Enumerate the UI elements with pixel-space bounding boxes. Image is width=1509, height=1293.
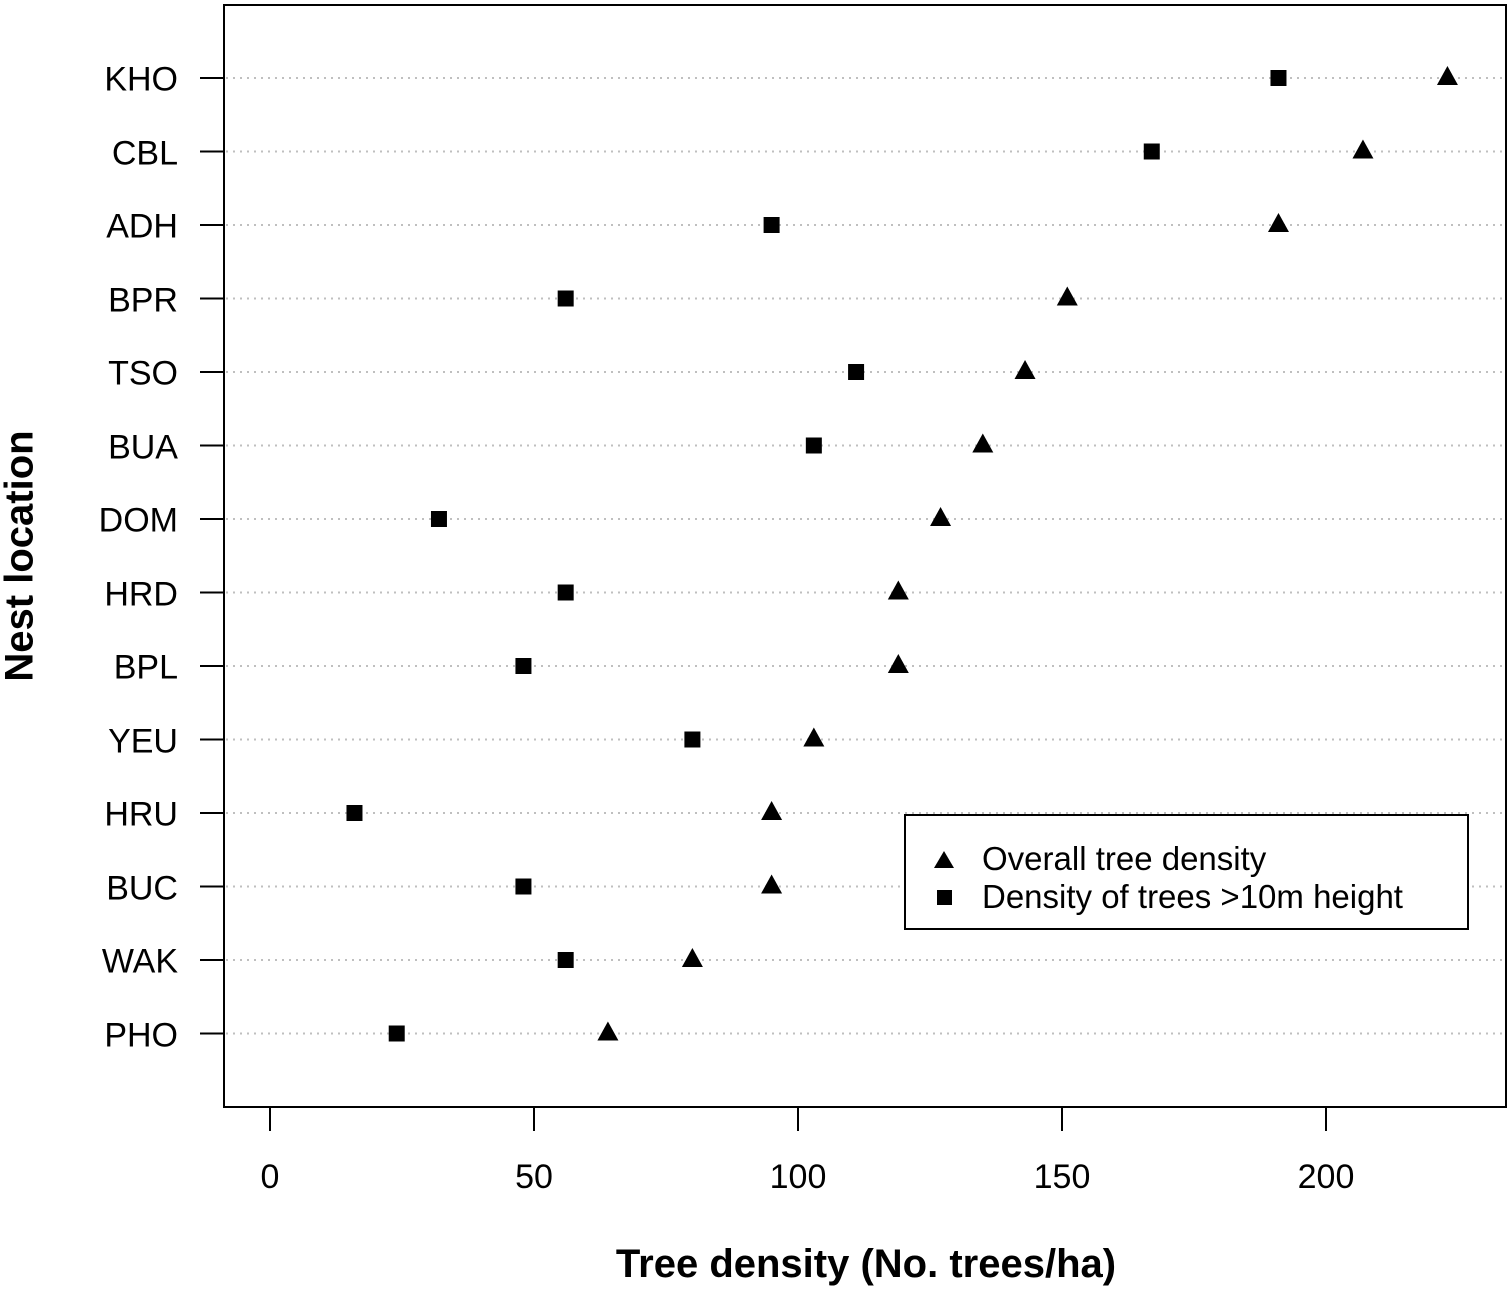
gridlines bbox=[226, 77, 1504, 1035]
square-marker-icon bbox=[763, 217, 780, 233]
triangle-marker-icon bbox=[1267, 213, 1289, 232]
triangle-marker-icon bbox=[1056, 286, 1078, 306]
plot-frame bbox=[223, 4, 1507, 1108]
triangle-marker-icon bbox=[1436, 66, 1458, 85]
triangle-marker-icon bbox=[597, 1021, 619, 1041]
triangle-marker-icon bbox=[803, 727, 825, 747]
triangle-marker-icon bbox=[761, 874, 783, 894]
square-marker-icon bbox=[515, 658, 532, 674]
x-axis-ticks bbox=[269, 1107, 1327, 1131]
square-marker-icon bbox=[515, 878, 532, 895]
triangle-marker-icon bbox=[887, 654, 909, 673]
square-marker-icon bbox=[848, 364, 865, 380]
square-marker-icon bbox=[1270, 70, 1287, 86]
triangle-marker-icon bbox=[1352, 139, 1374, 159]
triangle-marker-icon bbox=[761, 801, 783, 820]
square-marker-icon bbox=[1143, 143, 1160, 160]
square-marker-icon bbox=[805, 437, 822, 454]
square-marker-icon bbox=[557, 584, 574, 601]
square-marker-icon bbox=[684, 731, 701, 748]
square-marker-icon bbox=[557, 952, 574, 968]
y-axis-ticks bbox=[200, 77, 224, 1035]
square-marker-icon bbox=[388, 1025, 405, 1042]
triangle-marker-icon bbox=[972, 433, 994, 453]
square-marker-icon bbox=[557, 290, 574, 307]
triangle-marker-icon bbox=[1014, 360, 1036, 379]
triangle-marker-icon bbox=[930, 507, 952, 526]
data-markers bbox=[346, 66, 1458, 1042]
triangle-marker-icon bbox=[887, 580, 909, 600]
square-marker-icon bbox=[346, 805, 363, 821]
square-marker-icon bbox=[430, 511, 447, 527]
triangle-marker-icon bbox=[681, 948, 703, 967]
